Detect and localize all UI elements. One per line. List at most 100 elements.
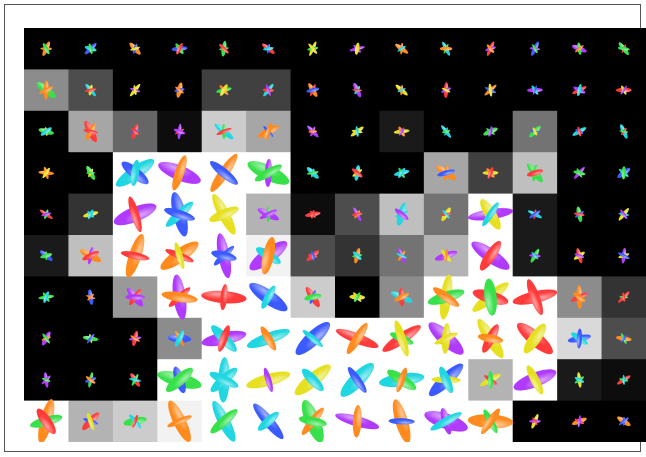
odf-glyph: [129, 42, 141, 55]
odf-glyph: [164, 192, 195, 237]
glyph-lobe-shine: [439, 46, 453, 51]
glyph-lobe-shine: [526, 169, 543, 177]
glyph-lobe-shine: [442, 210, 450, 219]
glyph-lobe-shine: [394, 320, 409, 357]
glyph-lobe-shine: [172, 155, 187, 191]
odf-glyph: [526, 163, 543, 183]
odf-glyph: [436, 165, 457, 181]
odf-glyph: [201, 284, 247, 311]
glyph-lobe-shine: [306, 87, 320, 93]
odf-glyph: [113, 196, 157, 233]
glyph-lobe-shine: [261, 285, 276, 309]
odf-glyph: [574, 206, 585, 223]
glyph-lobe-shine: [487, 167, 494, 179]
glyph-lobe-shine: [133, 85, 137, 96]
glyph-lobe-shine: [42, 333, 50, 344]
odf-glyph: [393, 126, 410, 137]
odf-glyph: [516, 322, 553, 355]
odf-glyph: [572, 84, 587, 97]
glyph-lobe-shine: [41, 377, 51, 382]
glyph-lobe-shine: [161, 291, 198, 303]
glyph-lobe-shine: [210, 409, 238, 434]
glyph-layer: [30, 40, 632, 442]
glyph-lobe-shine: [43, 291, 50, 304]
glyph-lobe-shine: [487, 371, 494, 389]
odf-glyph: [39, 250, 53, 261]
odf-glyph: [616, 333, 632, 344]
odf-glyph: [467, 199, 514, 230]
odf-glyph: [617, 247, 630, 264]
glyph-lobe-shine: [257, 411, 279, 431]
glyph-lobe-shine: [87, 209, 94, 220]
glyph-lobe-shine: [352, 405, 362, 438]
glyph-lobe-shine: [174, 330, 185, 347]
odf-glyph: [390, 288, 413, 307]
glyph-lobe-shine: [220, 84, 228, 96]
glyph-lobe-shine: [216, 128, 232, 135]
odf-glyph: [527, 85, 543, 95]
glyph-lobe-shine: [83, 129, 98, 134]
glyph-lobe-shine: [396, 367, 407, 393]
glyph-lobe-shine: [617, 46, 630, 51]
odf-glyph: [349, 42, 365, 55]
odf-glyph: [211, 233, 237, 279]
odf-glyph: [379, 367, 425, 393]
odf-glyph: [82, 333, 99, 344]
glyph-lobe-shine: [131, 128, 140, 135]
glyph-lobe-shine: [477, 333, 504, 344]
odf-glyph: [246, 367, 291, 393]
odf-glyph: [424, 408, 468, 435]
odf-glyph: [38, 291, 55, 304]
odf-glyph: [261, 43, 275, 54]
odf-glyph: [617, 42, 630, 56]
odf-glyph: [388, 399, 415, 442]
odf-glyph: [80, 247, 102, 265]
odf-glyph: [38, 166, 55, 180]
glyph-lobe-shine: [352, 88, 363, 92]
glyph-lobe-shine: [301, 368, 324, 392]
glyph-lobe-shine: [529, 210, 541, 219]
glyph-lobe-shine: [573, 292, 586, 302]
odf-glyph: [340, 362, 374, 397]
glyph-lobe-shine: [209, 161, 238, 185]
glyph-lobe-shine: [261, 237, 276, 275]
odf-glyph: [617, 166, 631, 180]
odf-glyph: [209, 153, 238, 192]
glyph-lobe-shine: [40, 127, 52, 136]
glyph-lobe-shine: [444, 249, 449, 263]
glyph-lobe-shine: [347, 366, 367, 393]
glyph-lobe-shine: [130, 335, 140, 342]
glyph-lobe-shine: [176, 42, 183, 55]
odf-glyph: [129, 373, 142, 387]
glyph-lobe-shine: [42, 43, 50, 55]
glyph-lobe-shine: [132, 414, 138, 428]
glyph-lobe-shine: [434, 332, 458, 345]
odf-glyph: [485, 41, 496, 56]
glyph-lobe-shine: [617, 252, 630, 260]
glyph-lobe-shine: [621, 166, 626, 180]
odf-glyph: [294, 364, 331, 396]
odf-glyph: [257, 122, 280, 141]
glyph-lobe-shine: [619, 130, 629, 133]
glyph-lobe-shine: [219, 43, 229, 54]
glyph-lobe-shine: [306, 171, 319, 175]
odf-glyph: [304, 287, 322, 308]
odf-glyph: [253, 403, 284, 440]
glyph-lobe-shine: [577, 126, 582, 137]
glyph-lobe-shine: [620, 85, 628, 95]
odf-glyph: [83, 209, 99, 220]
odf-glyph: [428, 322, 464, 355]
glyph-lobe-shine: [175, 86, 184, 94]
odf-glyph: [36, 80, 56, 100]
odf-glyph: [529, 248, 541, 263]
odf-glyph: [167, 400, 192, 442]
glyph-lobe-shine: [355, 126, 359, 137]
glyph-lobe-shine: [622, 374, 626, 386]
odf-glyph: [618, 291, 630, 303]
glyph-lobe-shine: [526, 279, 544, 316]
odf-glyph: [352, 82, 363, 98]
odf-glyph: [247, 158, 290, 187]
odf-glyph: [572, 126, 587, 137]
odf-glyph: [219, 40, 229, 57]
glyph-lobe-shine: [488, 126, 493, 137]
